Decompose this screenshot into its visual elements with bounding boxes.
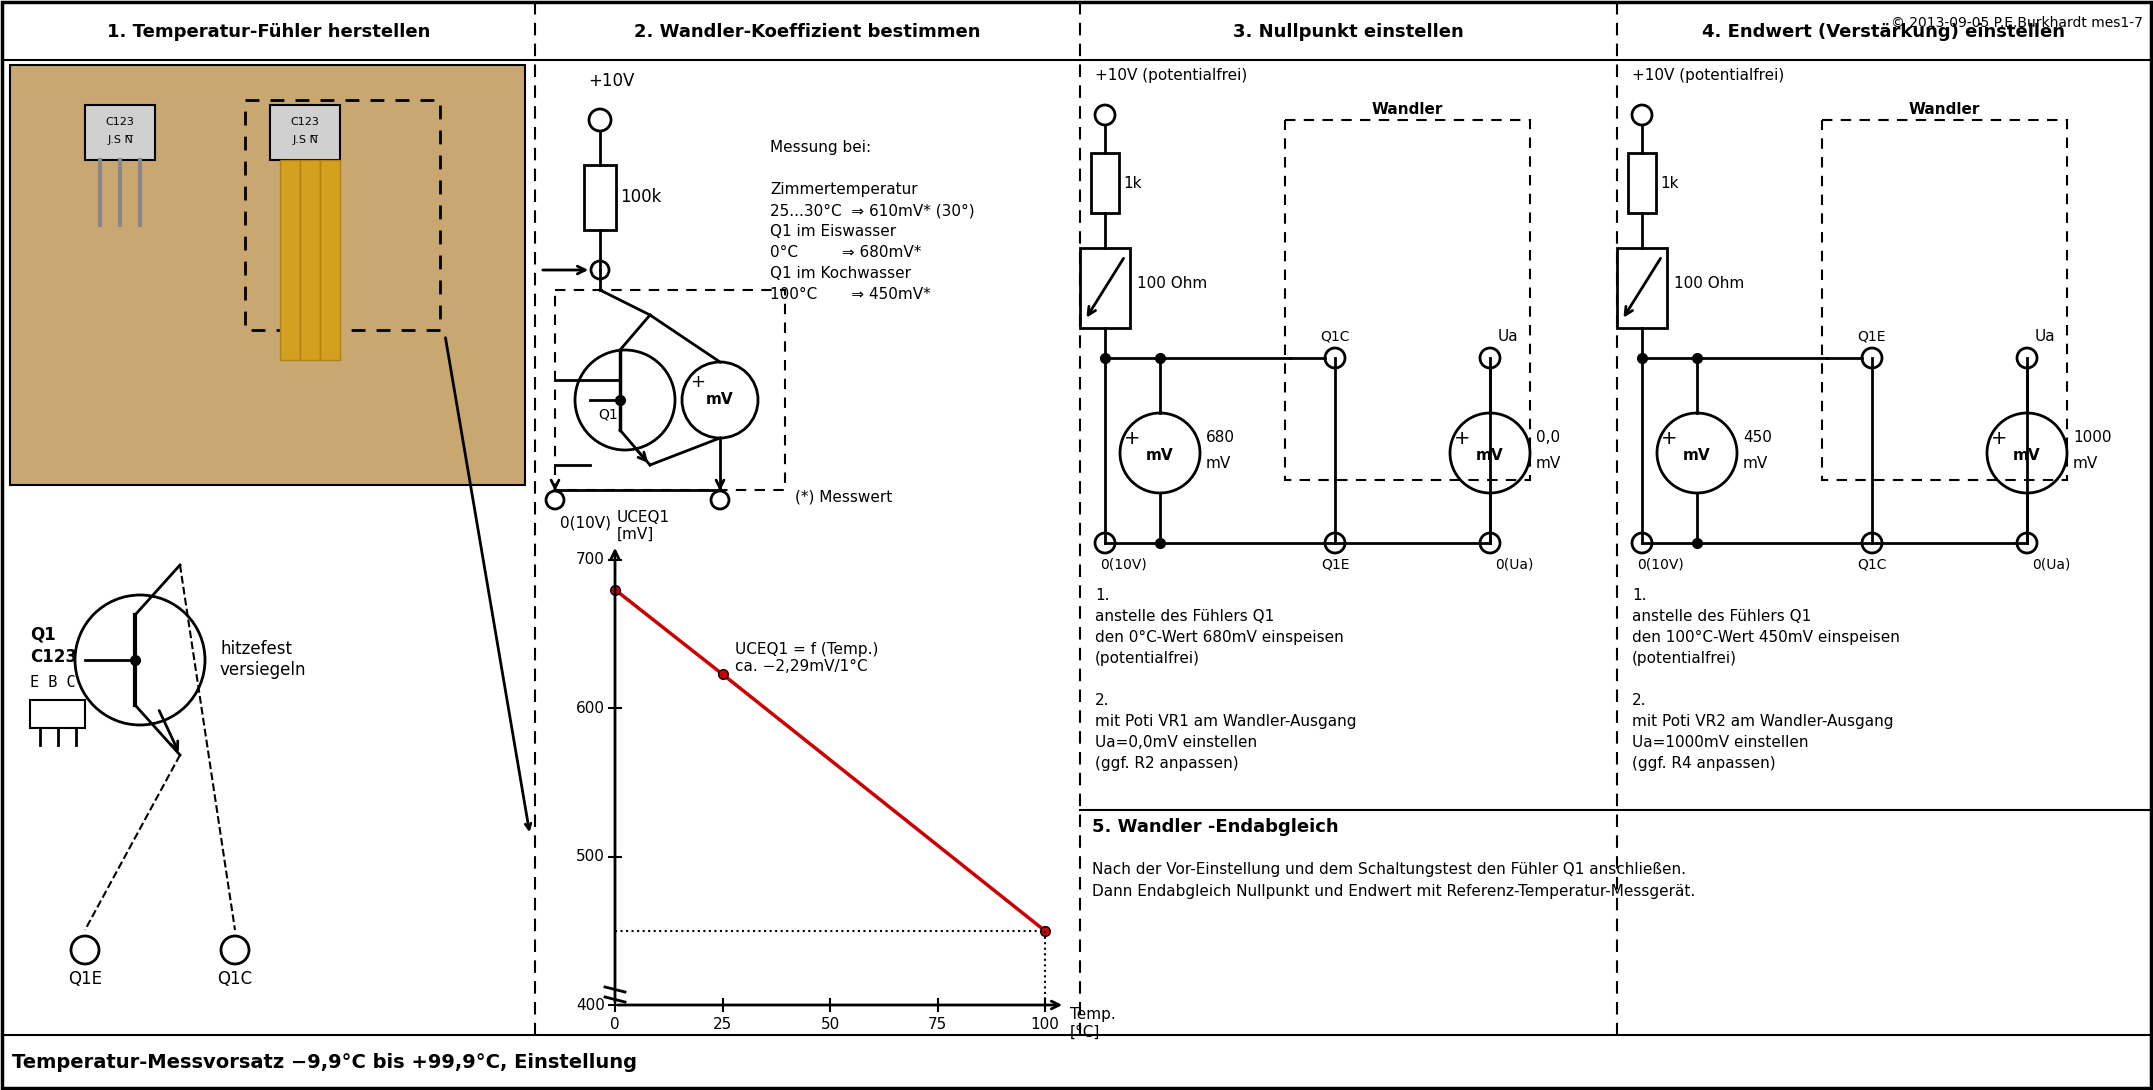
Text: Q1C: Q1C [1320,330,1350,344]
Bar [245,100,439,330]
Text: 50: 50 [820,1017,840,1032]
Text: +10V: +10V [588,72,635,90]
Bar [1285,120,1531,480]
Text: 100k: 100k [620,187,661,206]
Text: +: + [1992,428,2007,448]
Text: 1k: 1k [1660,175,1679,191]
Text: Q1C: Q1C [217,970,252,988]
Text: +: + [1453,428,1470,448]
Text: Temperatur-Messvorsatz −9,9°C bis +99,9°C, Einstellung: Temperatur-Messvorsatz −9,9°C bis +99,9°… [13,1053,637,1071]
Bar [583,165,616,230]
Text: 75: 75 [928,1017,947,1032]
Text: mV: mV [1477,448,1503,462]
Text: 0(10V): 0(10V) [1100,557,1148,571]
Bar [269,105,340,160]
Text: Q1C: Q1C [1858,557,1886,571]
Text: E B C: E B C [30,675,75,690]
Text: 0(10V): 0(10V) [1636,557,1684,571]
Text: C123: C123 [291,117,319,128]
Bar [30,700,84,728]
Bar [299,160,321,360]
Text: C123: C123 [30,647,78,666]
Text: 500: 500 [577,849,605,864]
Text: +10V (potentialfrei): +10V (potentialfrei) [1096,68,1247,83]
Text: Ua: Ua [2035,329,2056,344]
Text: 100 Ohm: 100 Ohm [1137,276,1208,291]
Text: +10V (potentialfrei): +10V (potentialfrei) [1632,68,1785,83]
Text: 5. Wandler -Endabgleich: 5. Wandler -Endabgleich [1092,818,1339,836]
Text: 1000: 1000 [2073,431,2112,446]
Text: 1.
anstelle des Fühlers Q1
den 0°C-Wert 680mV einspeisen
(potentialfrei)

2.
mit: 1. anstelle des Fühlers Q1 den 0°C-Wert … [1096,588,1356,771]
Bar [280,160,299,360]
Text: UCEQ1 = f (Temp.)
ca. −2,29mV/1°C: UCEQ1 = f (Temp.) ca. −2,29mV/1°C [736,642,878,674]
Text: 0(Ua): 0(Ua) [1494,557,1533,571]
Text: 0(Ua): 0(Ua) [2032,557,2071,571]
Text: Temp.
[°C]: Temp. [°C] [1070,1007,1115,1040]
Bar [84,105,155,160]
Text: 0,0: 0,0 [1535,431,1561,446]
Text: +: + [1124,428,1141,448]
Text: mV: mV [2013,448,2041,462]
Text: 100 Ohm: 100 Ohm [1675,276,1744,291]
Bar [555,290,786,490]
Bar [321,160,340,360]
Bar [1617,249,1666,328]
Text: +: + [1660,428,1677,448]
Text: 0: 0 [609,1017,620,1032]
Text: © 2013-09-05 P.E.Burkhardt mes1-7: © 2013-09-05 P.E.Burkhardt mes1-7 [1890,16,2142,31]
Text: 1. Temperatur-Fühler herstellen: 1. Temperatur-Fühler herstellen [108,23,431,41]
Text: (*) Messwert: (*) Messwert [794,490,891,505]
Text: Wandler: Wandler [1371,102,1443,117]
Bar [11,65,525,485]
Text: Messung bei:

Zimmertemperatur
25...30°C  ⇒ 610mV* (30°)
Q1 im Eiswasser
0°C    : Messung bei: Zimmertemperatur 25...30°C … [771,140,975,302]
Text: Ua: Ua [1498,329,1518,344]
Text: 25: 25 [713,1017,732,1032]
Text: Q1E: Q1E [1320,557,1350,571]
Text: mV: mV [1145,448,1173,462]
Text: 4. Endwert (Verstärkung) einstellen: 4. Endwert (Verstärkung) einstellen [1703,23,2065,41]
Text: Wandler: Wandler [1910,102,1981,117]
Text: mV: mV [2073,456,2099,471]
Text: UCEQ1
[mV]: UCEQ1 [mV] [618,510,670,542]
Text: Q1: Q1 [599,408,618,422]
Text: hitzefest
versiegeln: hitzefest versiegeln [220,640,306,679]
Text: 680: 680 [1206,431,1236,446]
Text: Q1E: Q1E [69,970,101,988]
Text: 3. Nullpunkt einstellen: 3. Nullpunkt einstellen [1234,23,1464,41]
Text: mV: mV [1535,456,1561,471]
Text: 100: 100 [1031,1017,1059,1032]
Text: 1k: 1k [1124,175,1141,191]
Text: mV: mV [1744,456,1768,471]
Text: Nach der Vor-Einstellung und dem Schaltungstest den Fühler Q1 anschließen.
Dann : Nach der Vor-Einstellung und dem Schaltu… [1092,862,1694,899]
Text: Q1: Q1 [30,625,56,643]
Text: mV: mV [706,392,734,408]
Bar [1081,249,1130,328]
Text: 0(10V): 0(10V) [560,514,611,530]
Text: 700: 700 [577,553,605,568]
Bar [1628,153,1656,213]
Text: C123: C123 [105,117,133,128]
Text: mV: mV [1206,456,1232,471]
Text: 1.
anstelle des Fühlers Q1
den 100°C-Wert 450mV einspeisen
(potentialfrei)

2.
m: 1. anstelle des Fühlers Q1 den 100°C-Wer… [1632,588,1899,771]
Text: mV: mV [1684,448,1712,462]
Bar [1092,153,1120,213]
Text: J.S N̅: J.S N̅ [108,135,133,145]
Text: 600: 600 [577,701,605,716]
Bar [1821,120,2067,480]
Text: 400: 400 [577,997,605,1013]
Text: 450: 450 [1744,431,1772,446]
Text: +: + [691,373,706,391]
Text: Q1E: Q1E [1858,330,1886,344]
Text: 2. Wandler-Koeffizient bestimmen: 2. Wandler-Koeffizient bestimmen [635,23,982,41]
Text: J.S N̅: J.S N̅ [293,135,319,145]
